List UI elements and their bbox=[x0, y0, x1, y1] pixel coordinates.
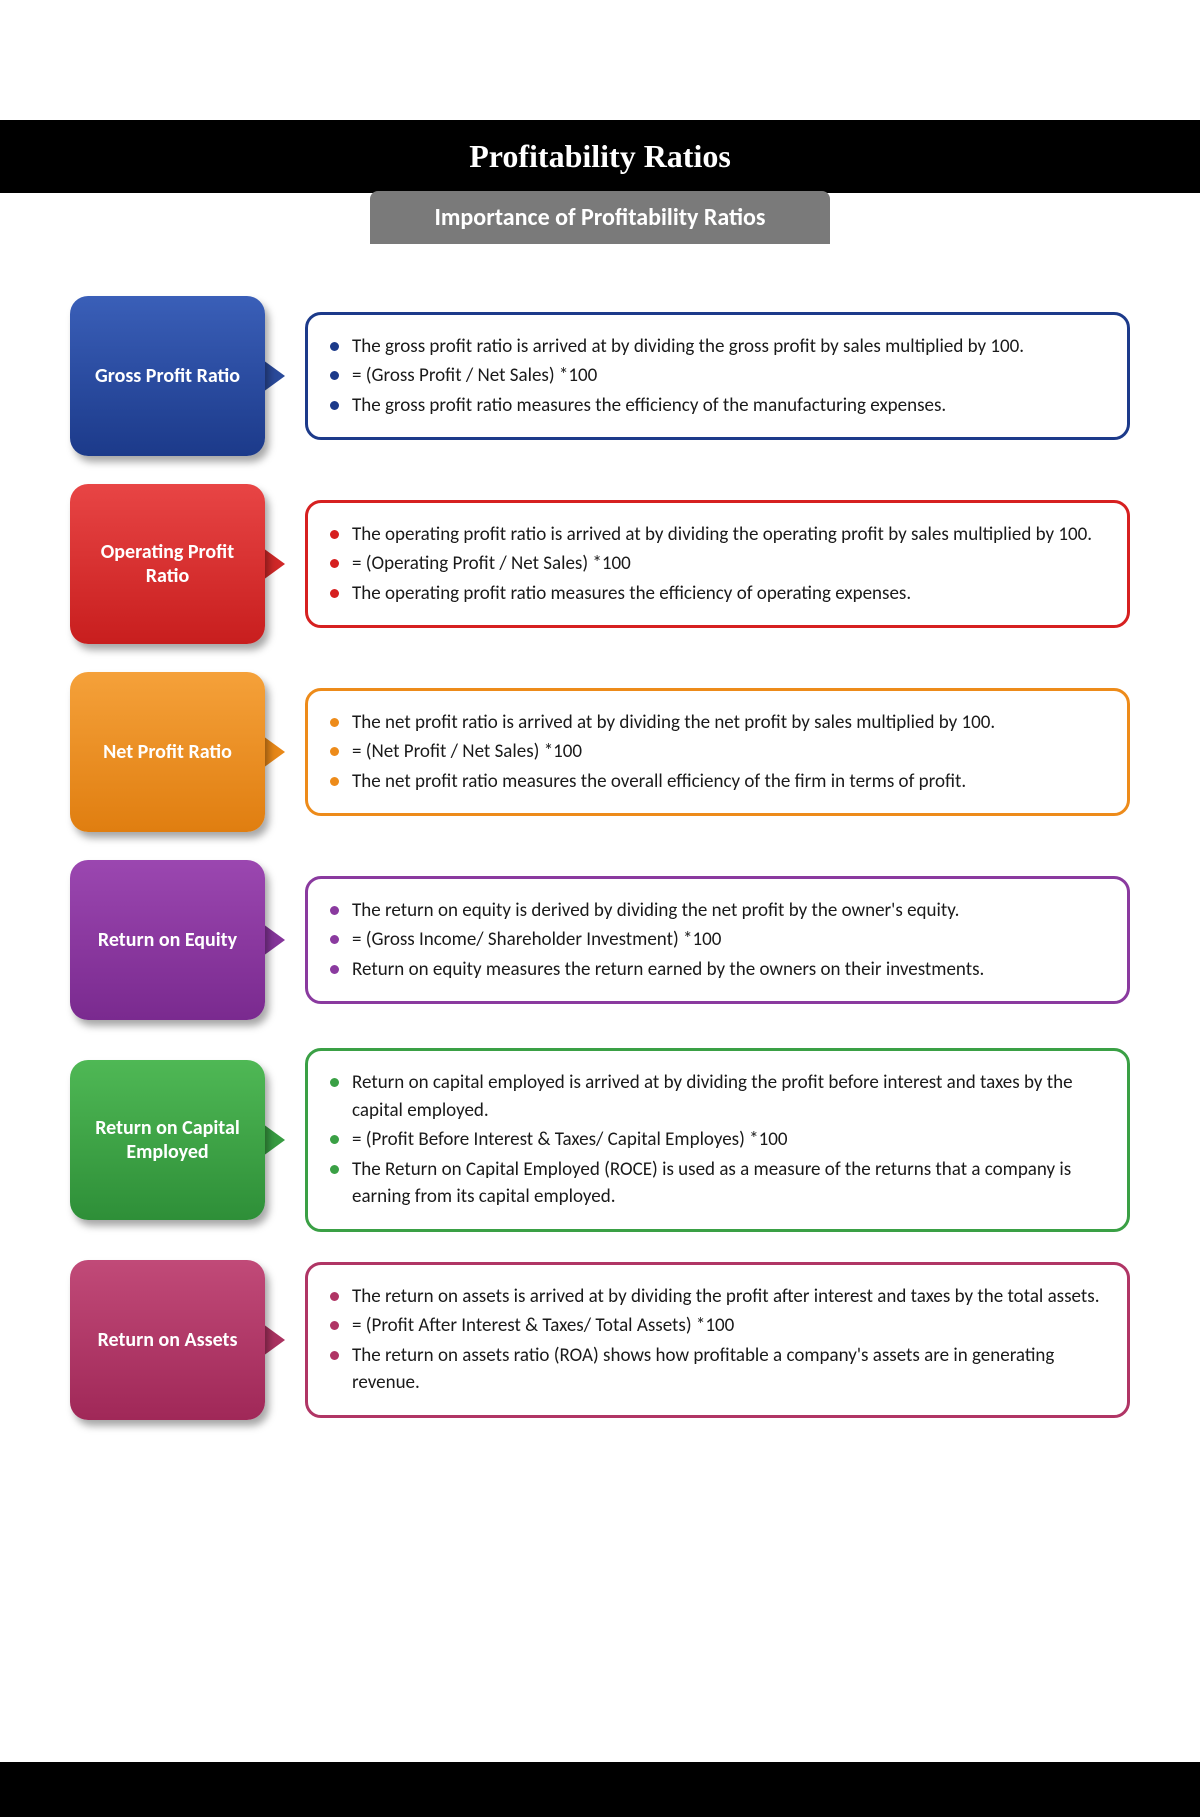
ratio-row: Gross Profit Ratio The gross profit ratio… bbox=[70, 296, 1130, 456]
ratio-point: The Return on Capital Employed (ROCE) is… bbox=[330, 1156, 1105, 1211]
ratios-container: Gross Profit Ratio The gross profit ratio… bbox=[0, 246, 1200, 1420]
ratio-row: Return on Equity The return on equity is … bbox=[70, 860, 1130, 1020]
page-title-bar: Profitability Ratios bbox=[0, 120, 1200, 193]
ratio-row: Operating Profit Ratio The operating prof… bbox=[70, 484, 1130, 644]
ratio-point: = (Operating Profit / Net Sales) *100 bbox=[330, 550, 1105, 578]
ratio-points-list: Return on capital employed is arrived at… bbox=[330, 1069, 1105, 1211]
ratio-label-box: Return on Assets bbox=[70, 1260, 265, 1420]
ratio-label: Gross Profit Ratio bbox=[95, 364, 240, 388]
ratio-points-list: The gross profit ratio is arrived at by … bbox=[330, 333, 1105, 420]
ratio-description-box: Return on capital employed is arrived at… bbox=[305, 1048, 1130, 1232]
ratio-points-list: The return on equity is derived by divid… bbox=[330, 897, 1105, 984]
ratio-points-list: The net profit ratio is arrived at by di… bbox=[330, 709, 1105, 796]
ratio-row: Net Profit Ratio The net profit ratio is … bbox=[70, 672, 1130, 832]
ratio-description-box: The operating profit ratio is arrived at… bbox=[305, 500, 1130, 629]
ratio-point: The gross profit ratio is arrived at by … bbox=[330, 333, 1105, 361]
ratio-point: = (Net Profit / Net Sales) *100 bbox=[330, 738, 1105, 766]
ratio-label: Return on Assets bbox=[98, 1328, 238, 1352]
arrow-icon bbox=[263, 924, 285, 956]
arrow-icon bbox=[263, 736, 285, 768]
ratio-point: The net profit ratio measures the overal… bbox=[330, 768, 1105, 796]
ratio-label: Net Profit Ratio bbox=[103, 740, 232, 764]
ratio-point: Return on equity measures the return ear… bbox=[330, 956, 1105, 984]
ratio-point: = (Gross Profit / Net Sales) *100 bbox=[330, 362, 1105, 390]
arrow-icon bbox=[263, 548, 285, 580]
ratio-label-box: Operating Profit Ratio bbox=[70, 484, 265, 644]
ratio-label-box: Return on Capital Employed bbox=[70, 1060, 265, 1220]
ratio-point: The return on assets ratio (ROA) shows h… bbox=[330, 1342, 1105, 1397]
arrow-icon bbox=[263, 360, 285, 392]
ratio-description-box: The return on equity is derived by divid… bbox=[305, 876, 1130, 1005]
ratio-description-box: The gross profit ratio is arrived at by … bbox=[305, 312, 1130, 441]
ratio-points-list: The return on assets is arrived at by di… bbox=[330, 1283, 1105, 1397]
arrow-icon bbox=[263, 1324, 285, 1356]
page-title: Profitability Ratios bbox=[469, 138, 731, 174]
ratio-label-box: Gross Profit Ratio bbox=[70, 296, 265, 456]
ratio-point: The return on equity is derived by divid… bbox=[330, 897, 1105, 925]
ratio-row: Return on Capital Employed Return on capi… bbox=[70, 1048, 1130, 1232]
ratio-points-list: The operating profit ratio is arrived at… bbox=[330, 521, 1105, 608]
ratio-point: The gross profit ratio measures the effi… bbox=[330, 392, 1105, 420]
page-subtitle-bar: Importance of Profitability Ratios bbox=[370, 191, 830, 244]
ratio-label: Operating Profit Ratio bbox=[80, 540, 255, 588]
ratio-row: Return on Assets The return on assets is … bbox=[70, 1260, 1130, 1420]
arrow-icon bbox=[263, 1124, 285, 1156]
page-subtitle: Importance of Profitability Ratios bbox=[434, 203, 765, 232]
ratio-label: Return on Capital Employed bbox=[80, 1116, 255, 1164]
ratio-point: Return on capital employed is arrived at… bbox=[330, 1069, 1105, 1124]
ratio-point: = (Profit After Interest & Taxes/ Total … bbox=[330, 1312, 1105, 1340]
footer-bar bbox=[0, 1762, 1200, 1817]
ratio-point: The net profit ratio is arrived at by di… bbox=[330, 709, 1105, 737]
ratio-description-box: The return on assets is arrived at by di… bbox=[305, 1262, 1130, 1418]
ratio-point: The operating profit ratio measures the … bbox=[330, 580, 1105, 608]
ratio-point: = (Gross Income/ Shareholder Investment)… bbox=[330, 926, 1105, 954]
ratio-point: The return on assets is arrived at by di… bbox=[330, 1283, 1105, 1311]
ratio-point: = (Profit Before Interest & Taxes/ Capit… bbox=[330, 1126, 1105, 1154]
ratio-description-box: The net profit ratio is arrived at by di… bbox=[305, 688, 1130, 817]
ratio-label-box: Return on Equity bbox=[70, 860, 265, 1020]
ratio-label: Return on Equity bbox=[98, 928, 237, 952]
ratio-label-box: Net Profit Ratio bbox=[70, 672, 265, 832]
ratio-point: The operating profit ratio is arrived at… bbox=[330, 521, 1105, 549]
